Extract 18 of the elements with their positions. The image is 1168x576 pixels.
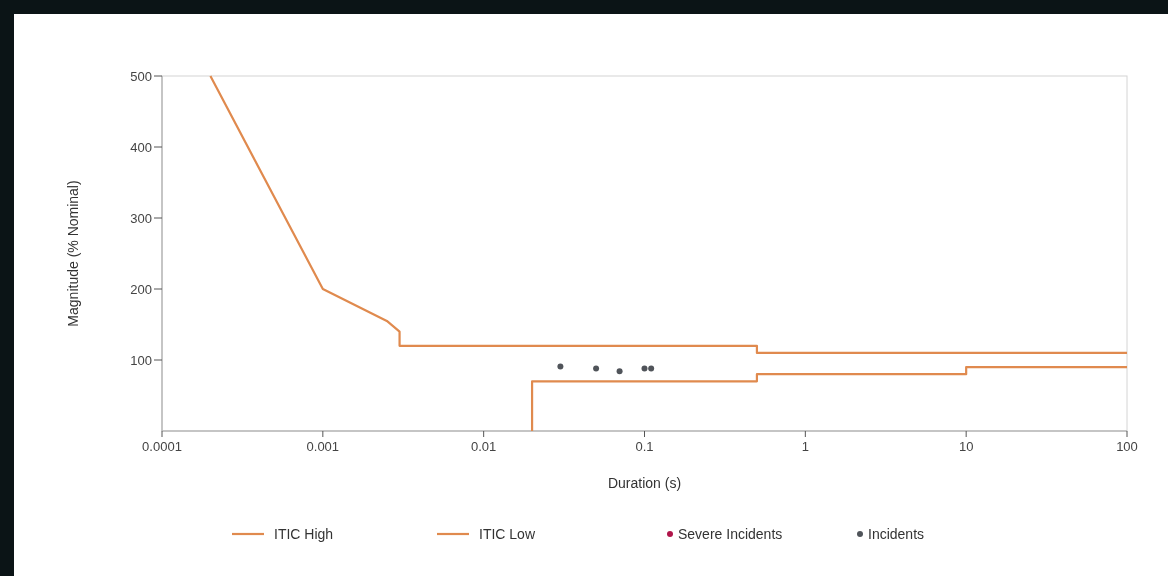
legend-label: Severe Incidents — [678, 525, 783, 542]
x-tick-label: 0.01 — [471, 439, 497, 454]
legend-label: Incidents — [868, 525, 925, 542]
x-tick-label: 10 — [958, 439, 974, 454]
x-tick-label: 0.001 — [306, 439, 340, 454]
y-tick-label: 200 — [130, 281, 152, 297]
x-tick-label: 100 — [1116, 439, 1138, 454]
x-tick-label: 0.1 — [635, 439, 654, 454]
x-axis-title: Duration (s) — [607, 475, 682, 491]
x-tick-label: 0.0001 — [142, 439, 182, 454]
legend-label: ITIC High — [274, 525, 334, 542]
y-tick-label: 300 — [130, 210, 152, 226]
y-axis-title: Magnitude (% Nominal) — [65, 180, 81, 327]
y-tick-label: 100 — [130, 352, 152, 368]
legend-label: ITIC Low — [479, 525, 536, 542]
y-tick-label: 400 — [130, 139, 152, 155]
y-tick-label: 500 — [130, 68, 152, 84]
x-tick-label: 1 — [801, 439, 809, 454]
